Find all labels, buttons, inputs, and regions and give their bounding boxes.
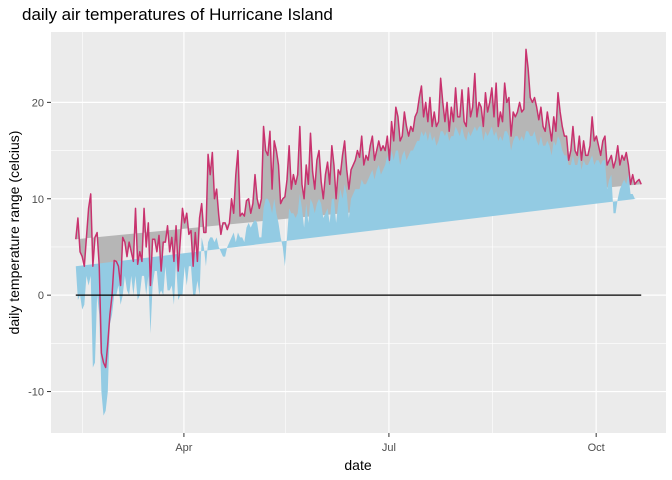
y-tick-label: -10: [28, 387, 44, 399]
ribbon-layer: [75, 49, 642, 416]
x-tick-label: Oct: [588, 442, 605, 454]
y-tick-label: 0: [38, 290, 44, 302]
max-temperature-line: [75, 48, 642, 369]
x-tick-label: Jul: [382, 442, 396, 454]
y-axis-title: daily temperature range (celcius): [6, 131, 22, 335]
min-temperature-band: [75, 126, 637, 416]
y-tick-label: 20: [32, 97, 44, 109]
lines-layer: [75, 48, 642, 369]
y-tick-label: 10: [32, 194, 44, 206]
chart-title: daily air temperatures of Hurricane Isla…: [22, 5, 333, 24]
y-axis: -10 0 10 20: [28, 97, 51, 399]
x-axis-title: date: [344, 457, 371, 473]
x-axis: Apr Jul Oct: [175, 433, 605, 454]
x-tick-label: Apr: [175, 442, 192, 454]
